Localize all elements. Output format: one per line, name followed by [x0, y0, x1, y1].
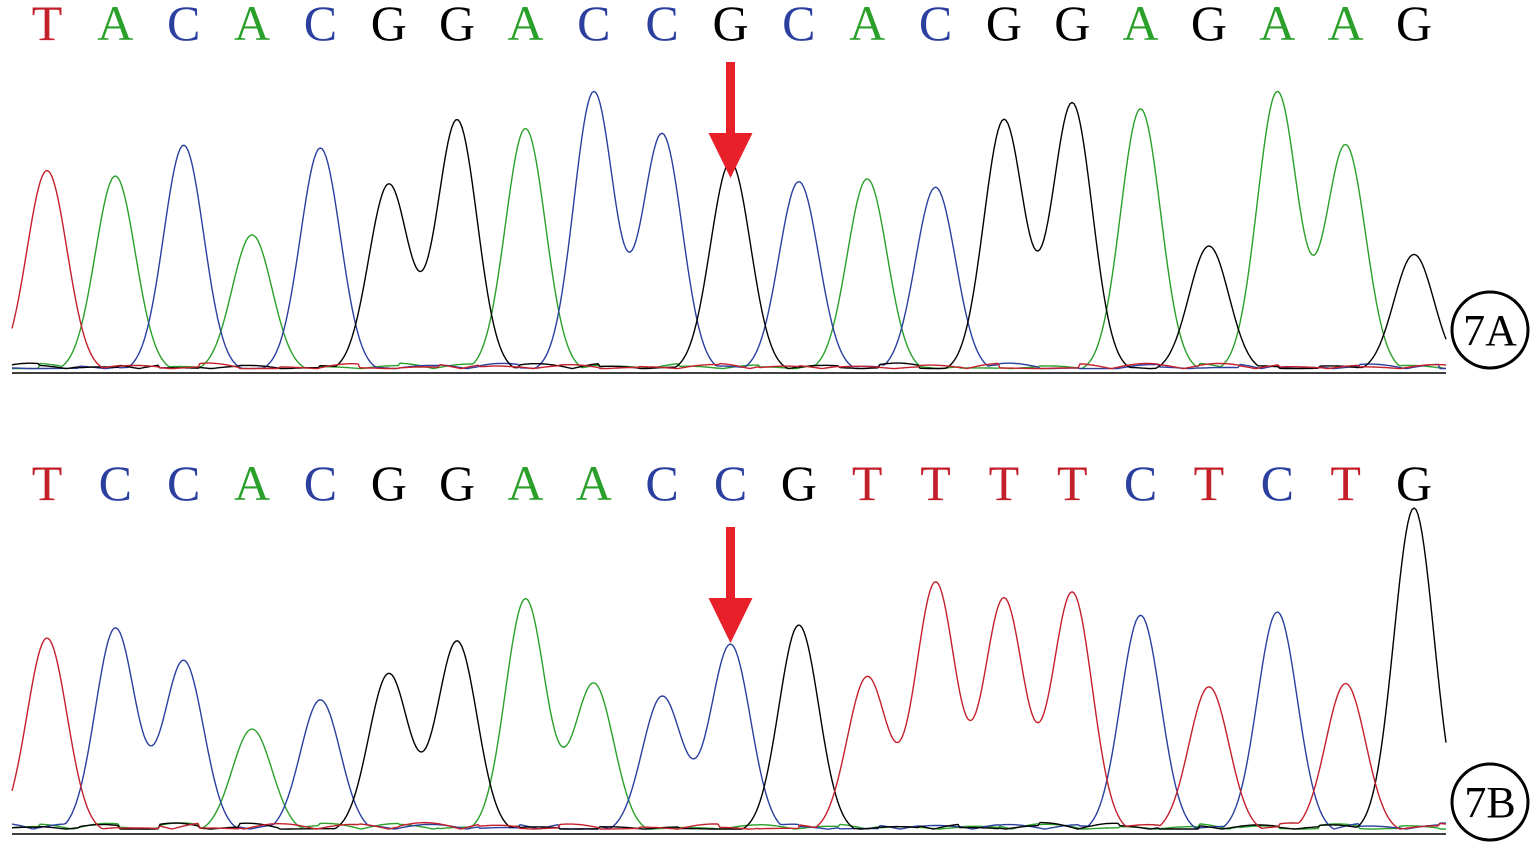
base-call-letter: T: [852, 455, 883, 511]
base-call-letter: C: [1261, 455, 1294, 511]
panel-7b: T C C A C G G A A C C G T T T T C T C T G7B: [11, 455, 1530, 842]
base-call-letter: T: [32, 0, 63, 51]
base-call-letter: C: [919, 0, 952, 51]
base-call-letter: T: [32, 455, 63, 511]
trace-t: [11, 581, 1447, 830]
base-call-letter: T: [1057, 455, 1088, 511]
base-call-letter: C: [645, 0, 678, 51]
base-call-letter: G: [1396, 0, 1432, 51]
base-call-letter: C: [304, 455, 337, 511]
base-call-letter: C: [1124, 455, 1157, 511]
base-call-letter: C: [304, 0, 337, 51]
base-call-letter: A: [234, 455, 270, 511]
base-call-letter: G: [1191, 0, 1227, 51]
base-call-letter: C: [645, 455, 678, 511]
panel-label-circle: [1450, 762, 1530, 842]
base-call-letter: G: [1054, 0, 1090, 51]
panel-label: 7B: [1464, 778, 1515, 827]
base-call-letter: A: [234, 0, 270, 51]
base-call-letter: G: [986, 0, 1022, 51]
panel-7a: T A C A C G G A C C G C A C G G A G A A G7A: [11, 0, 1530, 374]
base-call-letter: T: [989, 455, 1020, 511]
base-call-letter: A: [576, 455, 612, 511]
base-call-letter: A: [1328, 0, 1364, 51]
base-call-letter: C: [167, 455, 200, 511]
trace-g: [11, 507, 1447, 830]
trace-t: [11, 169, 1447, 370]
arrow-head: [708, 133, 753, 178]
base-call-letter: A: [507, 455, 543, 511]
base-call-letter: G: [371, 0, 407, 51]
arrow-head: [708, 598, 753, 643]
base-call-letter: G: [439, 455, 475, 511]
base-call-letter: G: [371, 455, 407, 511]
base-call-letter: G: [1396, 455, 1432, 511]
base-call-letter: A: [97, 0, 133, 51]
base-call-letter: A: [1259, 0, 1295, 51]
base-call-letter: A: [507, 0, 543, 51]
base-call-letter: T: [1330, 455, 1361, 511]
trace-c: [11, 611, 1447, 830]
base-call-letter: A: [1123, 0, 1159, 51]
base-call-letter: C: [782, 0, 815, 51]
base-call-letter: C: [577, 0, 610, 51]
base-call-letter: C: [167, 0, 200, 51]
base-call-letter: T: [920, 455, 951, 511]
base-call-letter: C: [99, 455, 132, 511]
panel-label: 7A: [1463, 306, 1517, 355]
base-call-letter: T: [1194, 455, 1225, 511]
base-call-letter: A: [849, 0, 885, 51]
base-call-letter: C: [714, 455, 747, 511]
base-call-letter: G: [781, 455, 817, 511]
base-call-letter: G: [439, 0, 475, 51]
panel-label-circle: [1450, 290, 1530, 370]
base-call-letter: G: [712, 0, 748, 51]
